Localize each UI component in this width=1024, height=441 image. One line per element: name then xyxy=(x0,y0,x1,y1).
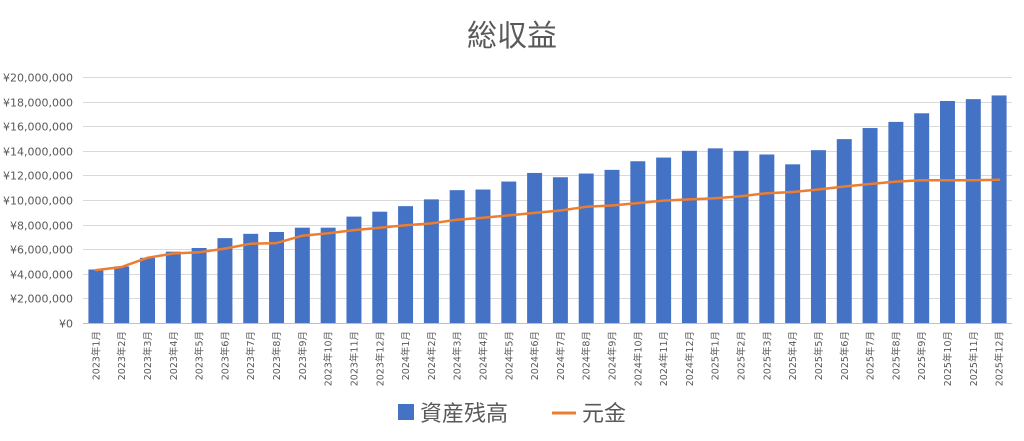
bar xyxy=(269,231,285,323)
bar xyxy=(681,150,697,323)
x-tick-label: 2023年11月 xyxy=(348,331,360,386)
y-tick-label: ¥2,000,000 xyxy=(10,293,73,306)
x-tick-label: 2024年6月 xyxy=(529,331,541,380)
x-tick-label: 2025年3月 xyxy=(761,331,773,380)
bar xyxy=(759,154,775,323)
bar xyxy=(114,266,130,323)
x-tick-label: 2024年1月 xyxy=(400,331,412,380)
legend-label-bar: 資産残高 xyxy=(420,402,508,427)
bar xyxy=(449,190,465,323)
bar xyxy=(372,211,388,323)
x-tick-label: 2024年2月 xyxy=(426,331,438,380)
gridlines xyxy=(83,77,1012,324)
legend-swatch-bar xyxy=(398,404,414,420)
bar xyxy=(346,216,362,323)
bar xyxy=(243,233,259,323)
bar xyxy=(965,99,981,323)
bar xyxy=(294,227,310,323)
bar xyxy=(475,189,491,323)
bar xyxy=(888,121,904,324)
bar xyxy=(940,100,955,323)
line-series xyxy=(94,178,1001,272)
bar xyxy=(914,113,930,323)
bar xyxy=(630,161,646,323)
x-tick-label: 2024年5月 xyxy=(503,331,515,380)
y-tick-label: ¥0 xyxy=(59,318,73,331)
x-tick-label: 2025年4月 xyxy=(787,331,799,380)
x-tick-label: 2024年7月 xyxy=(555,331,567,380)
x-tick-label: 2023年8月 xyxy=(271,331,283,380)
y-tick-label: ¥12,000,000 xyxy=(3,170,73,183)
x-tick-label: 2025年11月 xyxy=(968,331,980,386)
bar-series xyxy=(88,95,1007,324)
y-tick-label: ¥6,000,000 xyxy=(10,244,73,257)
y-tick-label: ¥14,000,000 xyxy=(3,146,73,159)
chart-title: 総収益 xyxy=(467,19,557,54)
bar xyxy=(836,139,852,323)
x-tick-label: 2024年8月 xyxy=(581,331,593,380)
x-tick-label: 2025年2月 xyxy=(736,331,748,380)
series-line xyxy=(94,178,1001,272)
x-tick-label: 2024年11月 xyxy=(658,331,670,386)
bar xyxy=(320,227,336,323)
bar xyxy=(707,148,723,323)
x-tick-label: 2024年12月 xyxy=(684,331,696,386)
y-tick-label: ¥8,000,000 xyxy=(10,220,73,233)
x-tick-label: 2025年12月 xyxy=(994,331,1006,386)
bar xyxy=(656,157,672,323)
bar xyxy=(217,238,233,323)
bar xyxy=(604,169,620,323)
bar xyxy=(501,181,517,323)
y-tick-label: ¥20,000,000 xyxy=(3,72,73,85)
x-tick-label: 2025年1月 xyxy=(710,331,722,380)
x-tick-label: 2025年9月 xyxy=(916,331,928,380)
x-tick-label: 2023年12月 xyxy=(374,331,386,386)
bar xyxy=(398,206,414,323)
y-axis-tick-labels: ¥0 ¥2,000,000 ¥4,000,000 ¥6,000,000 ¥8,000,0… xyxy=(3,72,73,331)
bar xyxy=(165,251,181,323)
bar xyxy=(140,257,155,323)
x-tick-label: 2024年10月 xyxy=(632,331,644,386)
bar xyxy=(552,177,568,323)
bar xyxy=(578,173,594,323)
bar xyxy=(88,269,104,323)
x-tick-label: 2024年3月 xyxy=(452,331,464,380)
x-tick-label: 2023年2月 xyxy=(116,331,128,380)
x-tick-label: 2025年7月 xyxy=(865,331,877,380)
y-tick-label: ¥18,000,000 xyxy=(3,97,73,110)
bar xyxy=(733,150,749,323)
bar xyxy=(191,247,207,323)
bar xyxy=(527,172,543,323)
legend: 資産残高 元金 xyxy=(398,402,626,427)
y-tick-label: ¥10,000,000 xyxy=(3,195,73,208)
x-tick-label: 2025年5月 xyxy=(813,331,825,380)
bar xyxy=(991,95,1007,323)
x-tick-label: 2025年6月 xyxy=(839,331,851,380)
x-tick-label: 2023年6月 xyxy=(219,331,231,380)
y-tick-label: ¥4,000,000 xyxy=(10,269,73,282)
x-tick-label: 2023年10月 xyxy=(323,331,335,386)
bar xyxy=(423,199,439,323)
bar xyxy=(862,128,878,323)
x-tick-label: 2023年9月 xyxy=(297,331,309,380)
bar xyxy=(810,150,826,323)
x-axis-tick-labels: 2023年1月 2023年2月 2023年3月 2023年4月 2023年5月 2023年… xyxy=(90,331,1005,386)
x-tick-label: 2023年3月 xyxy=(142,331,154,380)
bar xyxy=(785,164,801,323)
x-tick-label: 2025年8月 xyxy=(890,331,902,380)
y-tick-label: ¥16,000,000 xyxy=(3,121,73,134)
x-tick-label: 2025年10月 xyxy=(942,331,954,386)
x-tick-label: 2023年1月 xyxy=(90,331,102,380)
x-tick-label: 2024年4月 xyxy=(477,331,489,380)
x-tick-label: 2023年5月 xyxy=(194,331,206,380)
x-tick-label: 2024年9月 xyxy=(607,331,619,380)
x-tick-label: 2023年4月 xyxy=(168,331,180,380)
x-tick-label: 2023年7月 xyxy=(245,331,257,380)
legend-label-line: 元金 xyxy=(582,402,626,427)
